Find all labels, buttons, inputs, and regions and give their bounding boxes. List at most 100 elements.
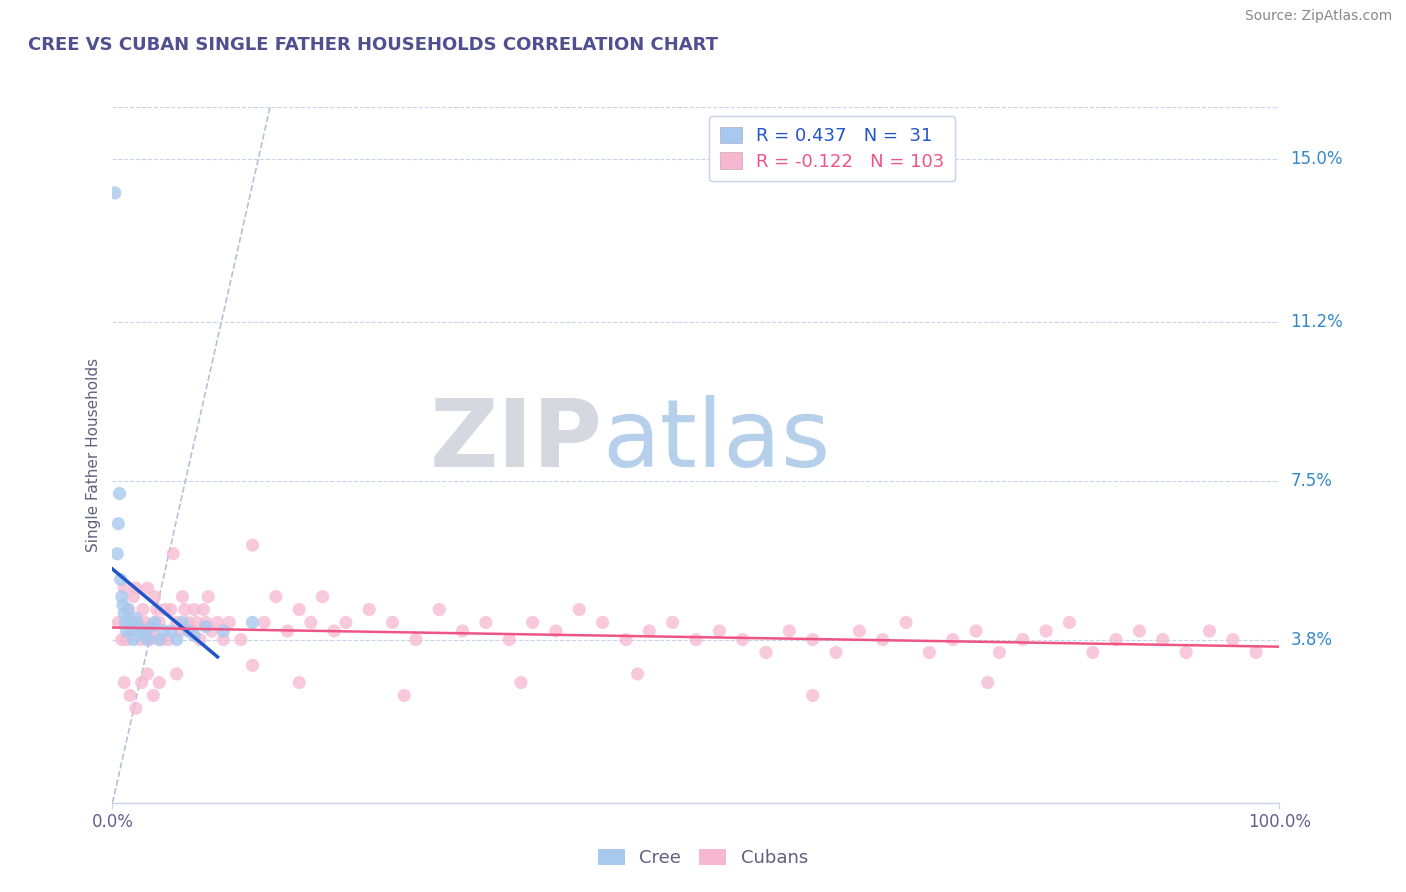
Text: 3.8%: 3.8%: [1291, 631, 1333, 648]
Point: [614, 632, 637, 647]
Point: [110, 573, 132, 587]
Text: Source: ZipAtlas.com: Source: ZipAtlas.com: [1244, 9, 1392, 23]
Point: [142, 689, 165, 703]
Text: CREE VS CUBAN SINGLE FATHER HOUSEHOLDS CORRELATION CHART: CREE VS CUBAN SINGLE FATHER HOUSEHOLDS C…: [28, 36, 718, 54]
Point: [661, 615, 683, 630]
Point: [976, 675, 998, 690]
Point: [201, 624, 224, 638]
Point: [112, 607, 135, 621]
Legend: Cree, Cubans: Cree, Cubans: [591, 841, 815, 874]
Point: [153, 602, 176, 616]
Point: [299, 615, 322, 630]
Legend: R = 0.437   N =  31, R = -0.122   N = 103: R = 0.437 N = 31, R = -0.122 N = 103: [709, 116, 955, 181]
Point: [276, 624, 298, 638]
Point: [115, 624, 138, 638]
Point: [229, 632, 252, 647]
Point: [801, 632, 824, 647]
Point: [509, 675, 531, 690]
Point: [1081, 645, 1104, 659]
Point: [146, 602, 169, 616]
Point: [162, 547, 184, 561]
Point: [172, 615, 194, 630]
Point: [218, 615, 240, 630]
Point: [131, 675, 153, 690]
Point: [129, 632, 152, 647]
Point: [755, 645, 778, 659]
Point: [942, 632, 965, 647]
Point: [183, 628, 205, 642]
Point: [157, 632, 180, 647]
Point: [872, 632, 894, 647]
Point: [264, 590, 287, 604]
Point: [148, 615, 170, 630]
Point: [311, 590, 333, 604]
Point: [918, 645, 941, 659]
Point: [242, 538, 264, 552]
Y-axis label: Single Father Households: Single Father Households: [86, 358, 101, 552]
Point: [194, 615, 217, 630]
Point: [188, 632, 211, 647]
Point: [544, 624, 567, 638]
Point: [638, 624, 661, 638]
Point: [1152, 632, 1174, 647]
Point: [160, 624, 183, 638]
Point: [427, 602, 450, 616]
Point: [153, 624, 176, 638]
Point: [132, 602, 155, 616]
Point: [323, 624, 346, 638]
Point: [801, 689, 824, 703]
Point: [111, 590, 134, 604]
Point: [381, 615, 404, 630]
Text: atlas: atlas: [603, 395, 831, 487]
Point: [627, 667, 650, 681]
Point: [1222, 632, 1244, 647]
Point: [166, 615, 188, 630]
Point: [1105, 632, 1128, 647]
Point: [1244, 645, 1267, 659]
Point: [522, 615, 544, 630]
Point: [115, 632, 138, 647]
Point: [731, 632, 754, 647]
Text: 11.2%: 11.2%: [1291, 313, 1343, 331]
Point: [134, 615, 156, 630]
Point: [498, 632, 520, 647]
Point: [139, 620, 162, 634]
Point: [207, 615, 229, 630]
Point: [451, 624, 474, 638]
Point: [136, 632, 159, 647]
Point: [988, 645, 1011, 659]
Point: [127, 615, 149, 630]
Point: [197, 590, 219, 604]
Point: [122, 632, 145, 647]
Point: [143, 590, 166, 604]
Point: [118, 624, 141, 638]
Point: [148, 675, 170, 690]
Point: [125, 581, 148, 595]
Point: [105, 547, 128, 561]
Point: [117, 602, 139, 616]
Point: [112, 675, 135, 690]
Point: [212, 632, 235, 647]
Text: 15.0%: 15.0%: [1291, 150, 1343, 168]
Point: [108, 486, 131, 500]
Point: [122, 590, 145, 604]
Point: [148, 632, 170, 647]
Point: [194, 620, 217, 634]
Point: [104, 186, 127, 200]
Point: [131, 624, 153, 638]
Point: [127, 620, 149, 634]
Point: [180, 624, 202, 638]
Point: [1128, 624, 1150, 638]
Point: [212, 624, 235, 638]
Point: [125, 611, 148, 625]
Point: [177, 624, 200, 638]
Point: [1175, 645, 1198, 659]
Point: [177, 615, 200, 630]
Point: [111, 632, 134, 647]
Point: [568, 602, 591, 616]
Point: [186, 615, 208, 630]
Point: [193, 602, 215, 616]
Point: [335, 615, 357, 630]
Point: [894, 615, 917, 630]
Point: [592, 615, 614, 630]
